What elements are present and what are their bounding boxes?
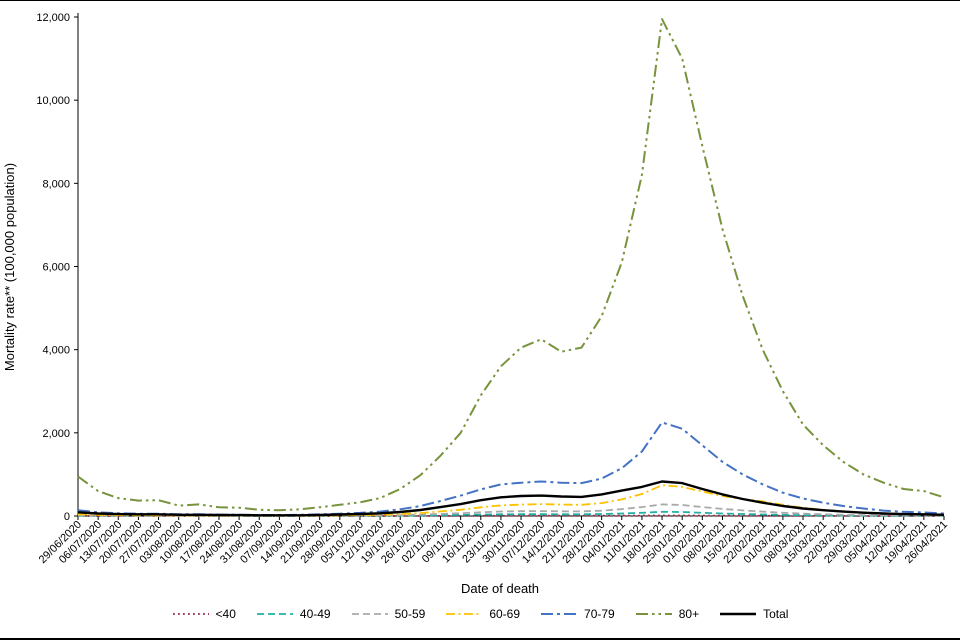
y-tick-label: 8,000: [42, 178, 70, 190]
legend-item-total: Total: [719, 607, 788, 621]
legend-label-70-79: 70-79: [584, 607, 615, 621]
legend-item-under-40: <40: [172, 607, 236, 621]
legend-label-60-69: 60-69: [489, 607, 521, 621]
legend-line-sample-70-79: [541, 613, 578, 615]
y-tick-label: 4,000: [42, 345, 70, 357]
legend-item-80-plus: 80+: [635, 607, 699, 621]
x-axis-title: Date of death: [461, 581, 539, 596]
y-tick-label: 6,000: [42, 262, 70, 274]
series-line-total: [77, 480, 945, 517]
legend-item-40-49: 40-49: [256, 607, 331, 621]
mortality-chart: Mortality rate** (100,000 population) Da…: [2, 12, 950, 596]
legend-line-sample-50-59: [351, 613, 388, 615]
legend-item-60-69: 60-69: [445, 607, 520, 621]
legend-label-total: Total: [763, 607, 789, 621]
y-tick-label: 0: [64, 511, 70, 523]
chart-legend: <40 40-49 50-59 60-69 70-79 80+ Total: [0, 607, 960, 621]
legend-line-sample-60-69: [446, 613, 483, 615]
legend-label-80-plus: 80+: [678, 607, 700, 621]
legend-item-70-79: 70-79: [540, 607, 615, 621]
legend-item-50-59: 50-59: [351, 607, 426, 621]
y-axis-title: Mortality rate** (100,000 population): [2, 163, 17, 371]
legend-line-sample-total: [720, 612, 757, 616]
legend-label-50-59: 50-59: [394, 607, 426, 621]
legend-line-sample-under-40: [172, 613, 209, 615]
legend-label-40-49: 40-49: [299, 607, 331, 621]
series-lines: [77, 18, 945, 517]
y-tick-label: 2,000: [42, 428, 70, 440]
legend-label-under-40: <40: [215, 607, 236, 621]
legend-line-sample-80-plus: [635, 613, 672, 615]
legend-line-sample-40-49: [256, 613, 293, 615]
y-tick-label: 10,000: [36, 95, 70, 107]
axes: 02,0004,0006,0008,00010,00012,00029/06/2…: [36, 12, 950, 566]
y-tick-label: 12,000: [36, 12, 70, 24]
series-line-80-plus: [77, 18, 945, 512]
series-line-70-79: [77, 421, 945, 516]
